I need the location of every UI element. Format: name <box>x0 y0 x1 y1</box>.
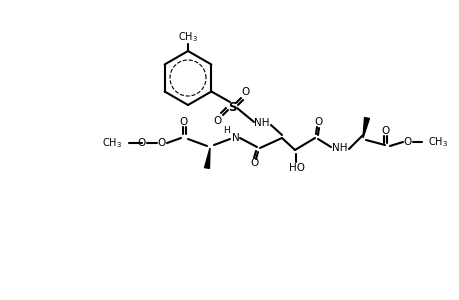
Text: O: O <box>138 138 146 148</box>
Polygon shape <box>204 148 210 168</box>
Text: O: O <box>179 117 188 127</box>
Text: CH$_3$: CH$_3$ <box>427 135 447 149</box>
Text: NH: NH <box>254 118 269 128</box>
Text: CH$_3$: CH$_3$ <box>102 136 122 150</box>
Text: O: O <box>157 138 166 148</box>
Text: HO: HO <box>288 163 304 173</box>
Text: O: O <box>381 126 389 136</box>
Text: H: H <box>223 125 230 134</box>
Text: O: O <box>250 158 258 168</box>
Text: S: S <box>227 100 236 113</box>
Polygon shape <box>362 118 369 138</box>
Text: O: O <box>241 87 250 97</box>
Text: N: N <box>232 133 239 143</box>
Text: O: O <box>213 116 222 126</box>
Text: O: O <box>314 117 322 127</box>
Text: NH: NH <box>331 143 347 153</box>
Text: O: O <box>403 137 411 147</box>
Text: CH$_3$: CH$_3$ <box>178 30 197 44</box>
